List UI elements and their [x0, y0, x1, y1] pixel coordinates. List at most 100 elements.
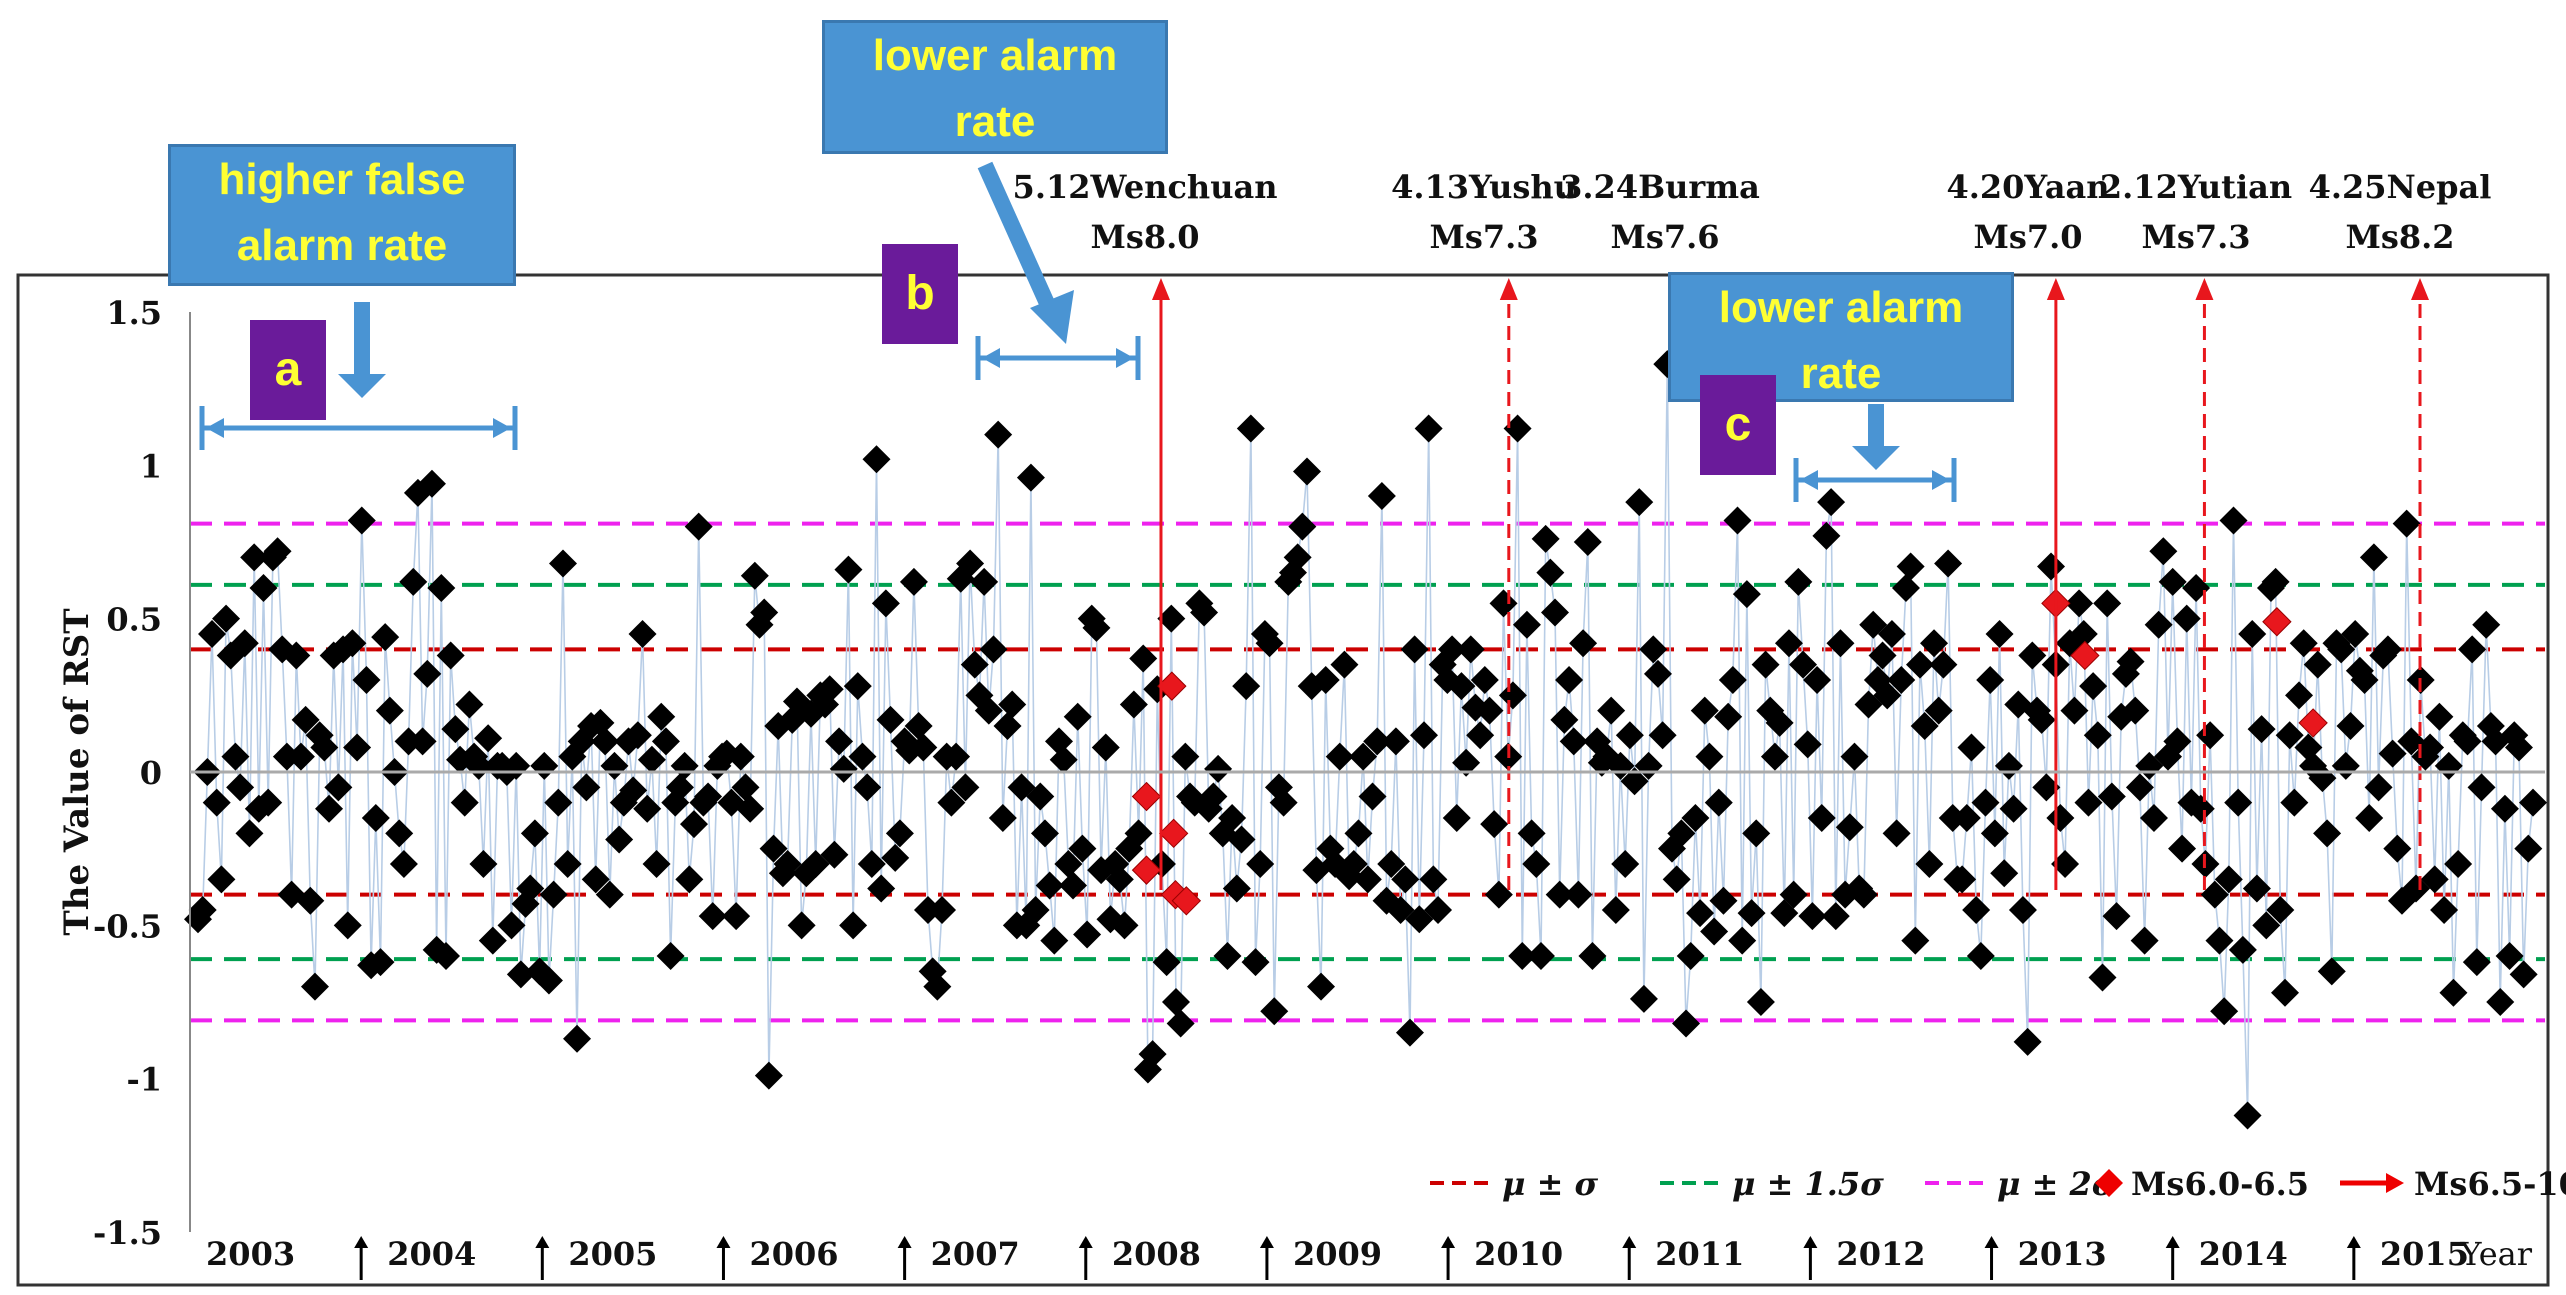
- data-point: [857, 850, 886, 878]
- data-point: [1288, 512, 1317, 541]
- data-point: [2519, 788, 2547, 817]
- year-label: 2012: [1836, 1235, 1925, 1273]
- data-point: [310, 733, 339, 762]
- data-point: [1241, 948, 1270, 977]
- data-point: [736, 794, 765, 823]
- data-point: [2341, 620, 2370, 648]
- tag-a: a: [250, 320, 326, 420]
- data-point: [988, 804, 1017, 832]
- data-point: [1068, 834, 1097, 863]
- data-point: [2214, 865, 2243, 894]
- data-point: [1840, 742, 1869, 771]
- data-point: [2163, 727, 2192, 756]
- data-point: [694, 782, 723, 811]
- data-point: [2261, 567, 2290, 596]
- data-point: [563, 1024, 592, 1053]
- data-point: [188, 896, 217, 924]
- data-point: [605, 825, 634, 854]
- earthquake-arrowhead: [2411, 278, 2430, 300]
- data-point: [506, 960, 535, 989]
- data-point: [221, 742, 250, 771]
- data-point: [1082, 613, 1111, 642]
- highlight-point: [1157, 671, 1187, 701]
- legend-label: Ms6.5-10: [2414, 1165, 2566, 1203]
- data-point: [202, 788, 231, 817]
- data-point: [1966, 942, 1995, 970]
- data-point: [1793, 730, 1822, 759]
- data-point: [1054, 850, 1083, 878]
- data-point: [2013, 1027, 2042, 1056]
- data-point: [2088, 963, 2117, 992]
- legend-label: μ ± 2σ: [1997, 1165, 2116, 1203]
- data-point: [1868, 641, 1897, 670]
- earthquake-markers: 5.12Wenchuan Ms8.0 4.13Yushu Ms7.3 3.24Burma…: [1013, 168, 2491, 890]
- data-point: [1526, 942, 1555, 970]
- data-point: [2373, 635, 2402, 664]
- data-point: [1110, 911, 1139, 940]
- data-point: [1227, 825, 1256, 854]
- data-point: [1643, 659, 1672, 688]
- highlight-point: [2262, 607, 2292, 637]
- data-point: [296, 886, 325, 915]
- data-point: [1639, 635, 1668, 664]
- data-point: [1414, 414, 1443, 443]
- data-point: [1522, 850, 1551, 878]
- data-point: [2051, 850, 2080, 878]
- data-point: [1395, 1018, 1424, 1047]
- data-point: [904, 712, 933, 740]
- y-tick-label: -1: [126, 1061, 162, 1099]
- interval-bracket-arrowhead: [493, 418, 511, 438]
- data-point: [1536, 558, 1565, 587]
- year-separator-arrowhead: [897, 1236, 912, 1248]
- data-point: [212, 604, 241, 633]
- data-point: [1073, 920, 1102, 949]
- data-point: [343, 733, 372, 762]
- legend-swatch: [2095, 1169, 2123, 1197]
- data-point: [1948, 865, 1977, 894]
- earthquake-date-label: 5.12Wenchuan: [1013, 168, 1278, 206]
- interval-bracket-arrowhead: [206, 418, 224, 438]
- data-point: [1344, 819, 1373, 848]
- axes: 1.5 1 0.5 0 -0.5 -1 -1.5 The Value of RST 2003 20…: [57, 294, 2545, 1280]
- data-point: [2158, 567, 2187, 596]
- data-point: [1915, 850, 1944, 878]
- data-point: [899, 567, 928, 596]
- data-point: [1269, 788, 1298, 817]
- year-separator-arrowhead: [535, 1236, 550, 1248]
- data-point: [1728, 926, 1757, 955]
- data-point: [1742, 819, 1771, 848]
- data-point: [867, 874, 896, 903]
- data-point: [1424, 896, 1453, 924]
- data-point: [2504, 733, 2533, 762]
- data-point: [1307, 972, 1336, 1001]
- data-point: [2121, 696, 2150, 725]
- data-point: [1681, 804, 1710, 832]
- data-point: [1157, 604, 1186, 633]
- data-point: [1934, 549, 1963, 578]
- data-point: [2266, 896, 2295, 924]
- data-point: [1798, 902, 1827, 931]
- data-point: [909, 733, 938, 762]
- data-point: [2219, 506, 2248, 535]
- data-point: [399, 567, 428, 596]
- data-point: [825, 727, 854, 756]
- data-point: [913, 896, 942, 924]
- data-point: [2168, 834, 2197, 863]
- year-label: 2013: [2018, 1235, 2107, 1273]
- y-tick-label: 0: [140, 754, 162, 792]
- legend-label: Ms6.0-6.5: [2131, 1165, 2309, 1203]
- data-point: [960, 650, 989, 679]
- data-point: [684, 512, 713, 541]
- data-point: [2144, 610, 2173, 639]
- data-point: [815, 675, 844, 704]
- data-point: [1222, 874, 1251, 903]
- data-point: [1466, 721, 1495, 750]
- year-label: 2008: [1112, 1235, 1201, 1273]
- data-point: [843, 672, 872, 701]
- data-point: [2425, 702, 2454, 731]
- data-point: [1891, 574, 1920, 602]
- data-point: [1484, 880, 1513, 909]
- data-point: [2172, 604, 2201, 633]
- interval-bracket-arrowhead: [1800, 470, 1818, 490]
- data-point: [2303, 650, 2332, 679]
